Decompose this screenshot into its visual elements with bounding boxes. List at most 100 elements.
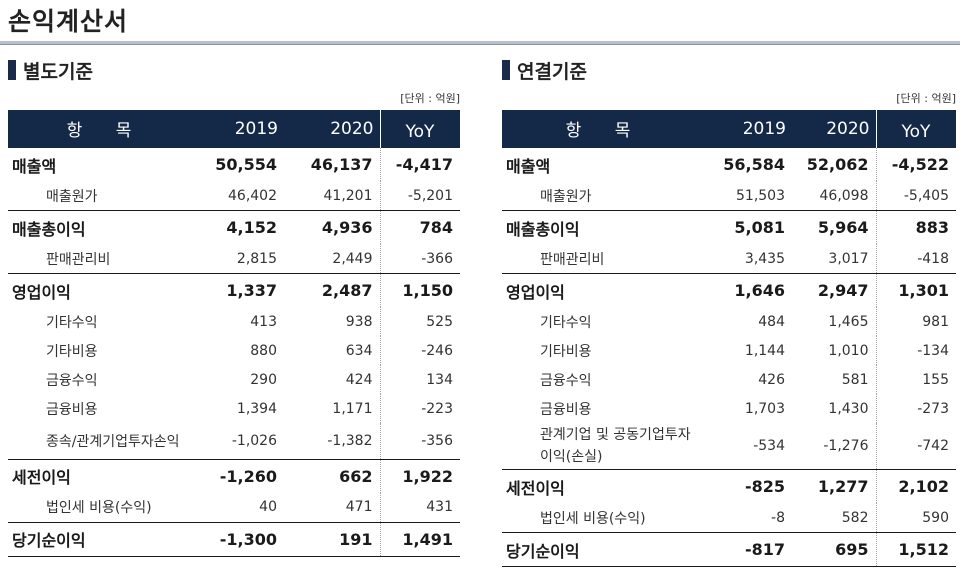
row-revenue: 매출액 50,554 46,137 -4,417 xyxy=(8,148,460,181)
value-yoy: -246 xyxy=(379,336,460,365)
separate-panel: 별도기준 [단위 : 억원] 항 목 2019 2020 YoY 매출액 50,… xyxy=(8,57,461,557)
consolidated-section-title: 연결기준 xyxy=(517,60,587,83)
value-2020: -1,276 xyxy=(823,438,869,454)
value-2020: 41,201 xyxy=(323,187,373,204)
row-subsidiary-investment-gain-loss: 종속/관계기업투자손익 -1,026 -1,382 -356 xyxy=(8,423,460,459)
value-2019: -534 xyxy=(753,438,785,454)
value-yoy: -134 xyxy=(875,336,956,365)
row-label: 매출액 xyxy=(12,156,57,176)
value-2020: 1,465 xyxy=(828,313,869,330)
row-label: 관계기업 및 공동기업투자 이익(손실) xyxy=(540,427,691,465)
value-2020: 695 xyxy=(792,532,876,567)
value-2019: -1,026 xyxy=(231,432,277,449)
header-2019: 2019 xyxy=(708,109,792,148)
row-label: 종속/관계기업투자손익 xyxy=(46,433,180,450)
value-yoy: -273 xyxy=(875,394,956,423)
row-label: 기타비용 xyxy=(46,343,98,360)
value-yoy: 590 xyxy=(875,503,956,533)
value-2019: 40 xyxy=(259,499,277,515)
value-2020: 1,430 xyxy=(828,400,869,417)
value-yoy: -5,201 xyxy=(379,181,460,211)
header-2020: 2020 xyxy=(792,109,876,148)
value-2019: 290 xyxy=(250,371,277,388)
row-label: 법인세 비용(수익) xyxy=(540,510,646,527)
value-2020: 1,277 xyxy=(792,469,876,503)
value-2019: 5,081 xyxy=(708,210,792,244)
title-divider xyxy=(0,41,960,45)
row-operating-profit: 영업이익 1,646 2,947 1,301 xyxy=(502,273,956,307)
row-label: 금융비용 xyxy=(540,401,592,418)
value-2019: 1,394 xyxy=(236,400,277,417)
value-2019: 46,402 xyxy=(228,187,277,204)
value-2020: 191 xyxy=(284,521,380,557)
value-2020: 938 xyxy=(345,313,373,330)
row-revenue: 매출액 56,584 52,062 -4,522 xyxy=(502,148,956,181)
value-2020: 582 xyxy=(841,509,869,526)
row-label: 영업이익 xyxy=(502,273,708,307)
value-2019: 1,144 xyxy=(744,342,785,359)
row-label: 매출액 xyxy=(506,156,551,176)
header-2020: 2020 xyxy=(284,109,380,148)
header-item: 항 목 xyxy=(8,109,204,148)
row-label: 기타비용 xyxy=(540,343,592,360)
row-label: 매출총이익 xyxy=(8,210,204,244)
row-finance-expense: 금융비용 1,703 1,430 -273 xyxy=(502,394,956,423)
row-other-income: 기타수익 413 938 525 xyxy=(8,307,460,336)
row-label: 매출원가 xyxy=(540,188,592,205)
value-2020: 46,137 xyxy=(310,155,373,174)
row-label: 기타수익 xyxy=(540,314,592,331)
unit-label: [단위 : 억원] xyxy=(400,92,460,105)
table-header-row: 항 목 2019 2020 YoY xyxy=(502,109,957,148)
page-title: 손익계산서 xyxy=(8,7,129,36)
value-2020: 634 xyxy=(345,342,373,359)
value-2020: 2,487 xyxy=(284,273,380,307)
value-2020: 2,449 xyxy=(332,250,373,267)
section-marker xyxy=(8,60,16,80)
value-2019: 3,435 xyxy=(744,250,785,267)
value-2020: 3,017 xyxy=(828,250,869,267)
value-yoy: -418 xyxy=(875,244,956,274)
value-yoy: 134 xyxy=(379,365,460,394)
value-yoy: -4,417 xyxy=(379,148,460,181)
value-2020: 424 xyxy=(345,371,373,388)
value-2019: -8 xyxy=(771,509,785,526)
value-2019: -825 xyxy=(708,469,792,503)
value-2020: -1,382 xyxy=(327,432,373,449)
value-yoy: 784 xyxy=(379,210,460,244)
row-label: 금융수익 xyxy=(46,372,98,389)
value-yoy: 1,301 xyxy=(875,273,956,307)
value-2019: -1,260 xyxy=(204,458,284,493)
value-yoy: 525 xyxy=(379,307,460,336)
separate-section-title: 별도기준 xyxy=(23,60,93,83)
row-other-expense: 기타비용 1,144 1,010 -134 xyxy=(502,336,956,365)
row-label: 판매관리비 xyxy=(540,251,605,268)
separate-income-table: 항 목 2019 2020 YoY 매출액 50,554 46,137 -4,4… xyxy=(8,109,461,557)
value-yoy: 431 xyxy=(379,492,460,522)
value-2019: 880 xyxy=(250,342,277,359)
value-yoy: -366 xyxy=(379,244,460,274)
row-sga: 판매관리비 2,815 2,449 -366 xyxy=(8,244,460,274)
value-2020: 581 xyxy=(841,371,869,388)
row-finance-income: 금융수익 426 581 155 xyxy=(502,365,956,394)
value-yoy: -5,405 xyxy=(875,181,956,211)
row-label: 세전이익 xyxy=(502,469,708,503)
row-finance-income: 금융수익 290 424 134 xyxy=(8,365,460,394)
row-label: 기타수익 xyxy=(46,314,98,331)
value-2020: 662 xyxy=(284,458,380,493)
value-2019: -1,300 xyxy=(204,521,284,557)
value-2020: 471 xyxy=(345,499,373,515)
value-2020: 5,964 xyxy=(792,210,876,244)
value-2019: 1,337 xyxy=(204,273,284,307)
row-finance-expense: 금융비용 1,394 1,171 -223 xyxy=(8,394,460,423)
row-label: 당기순이익 xyxy=(8,521,204,557)
value-2020: 4,936 xyxy=(284,210,380,244)
value-2019: -817 xyxy=(708,532,792,567)
row-cost-of-sales: 매출원가 51,503 46,098 -5,405 xyxy=(502,181,956,211)
value-2020: 2,947 xyxy=(792,273,876,307)
row-label: 세전이익 xyxy=(8,458,204,493)
row-net-income: 당기순이익 -817 695 1,512 xyxy=(502,532,956,567)
row-gross-profit: 매출총이익 4,152 4,936 784 xyxy=(8,210,460,244)
table-header-row: 항 목 2019 2020 YoY xyxy=(8,109,461,148)
header-2019: 2019 xyxy=(204,109,284,148)
row-label: 판매관리비 xyxy=(46,251,111,268)
